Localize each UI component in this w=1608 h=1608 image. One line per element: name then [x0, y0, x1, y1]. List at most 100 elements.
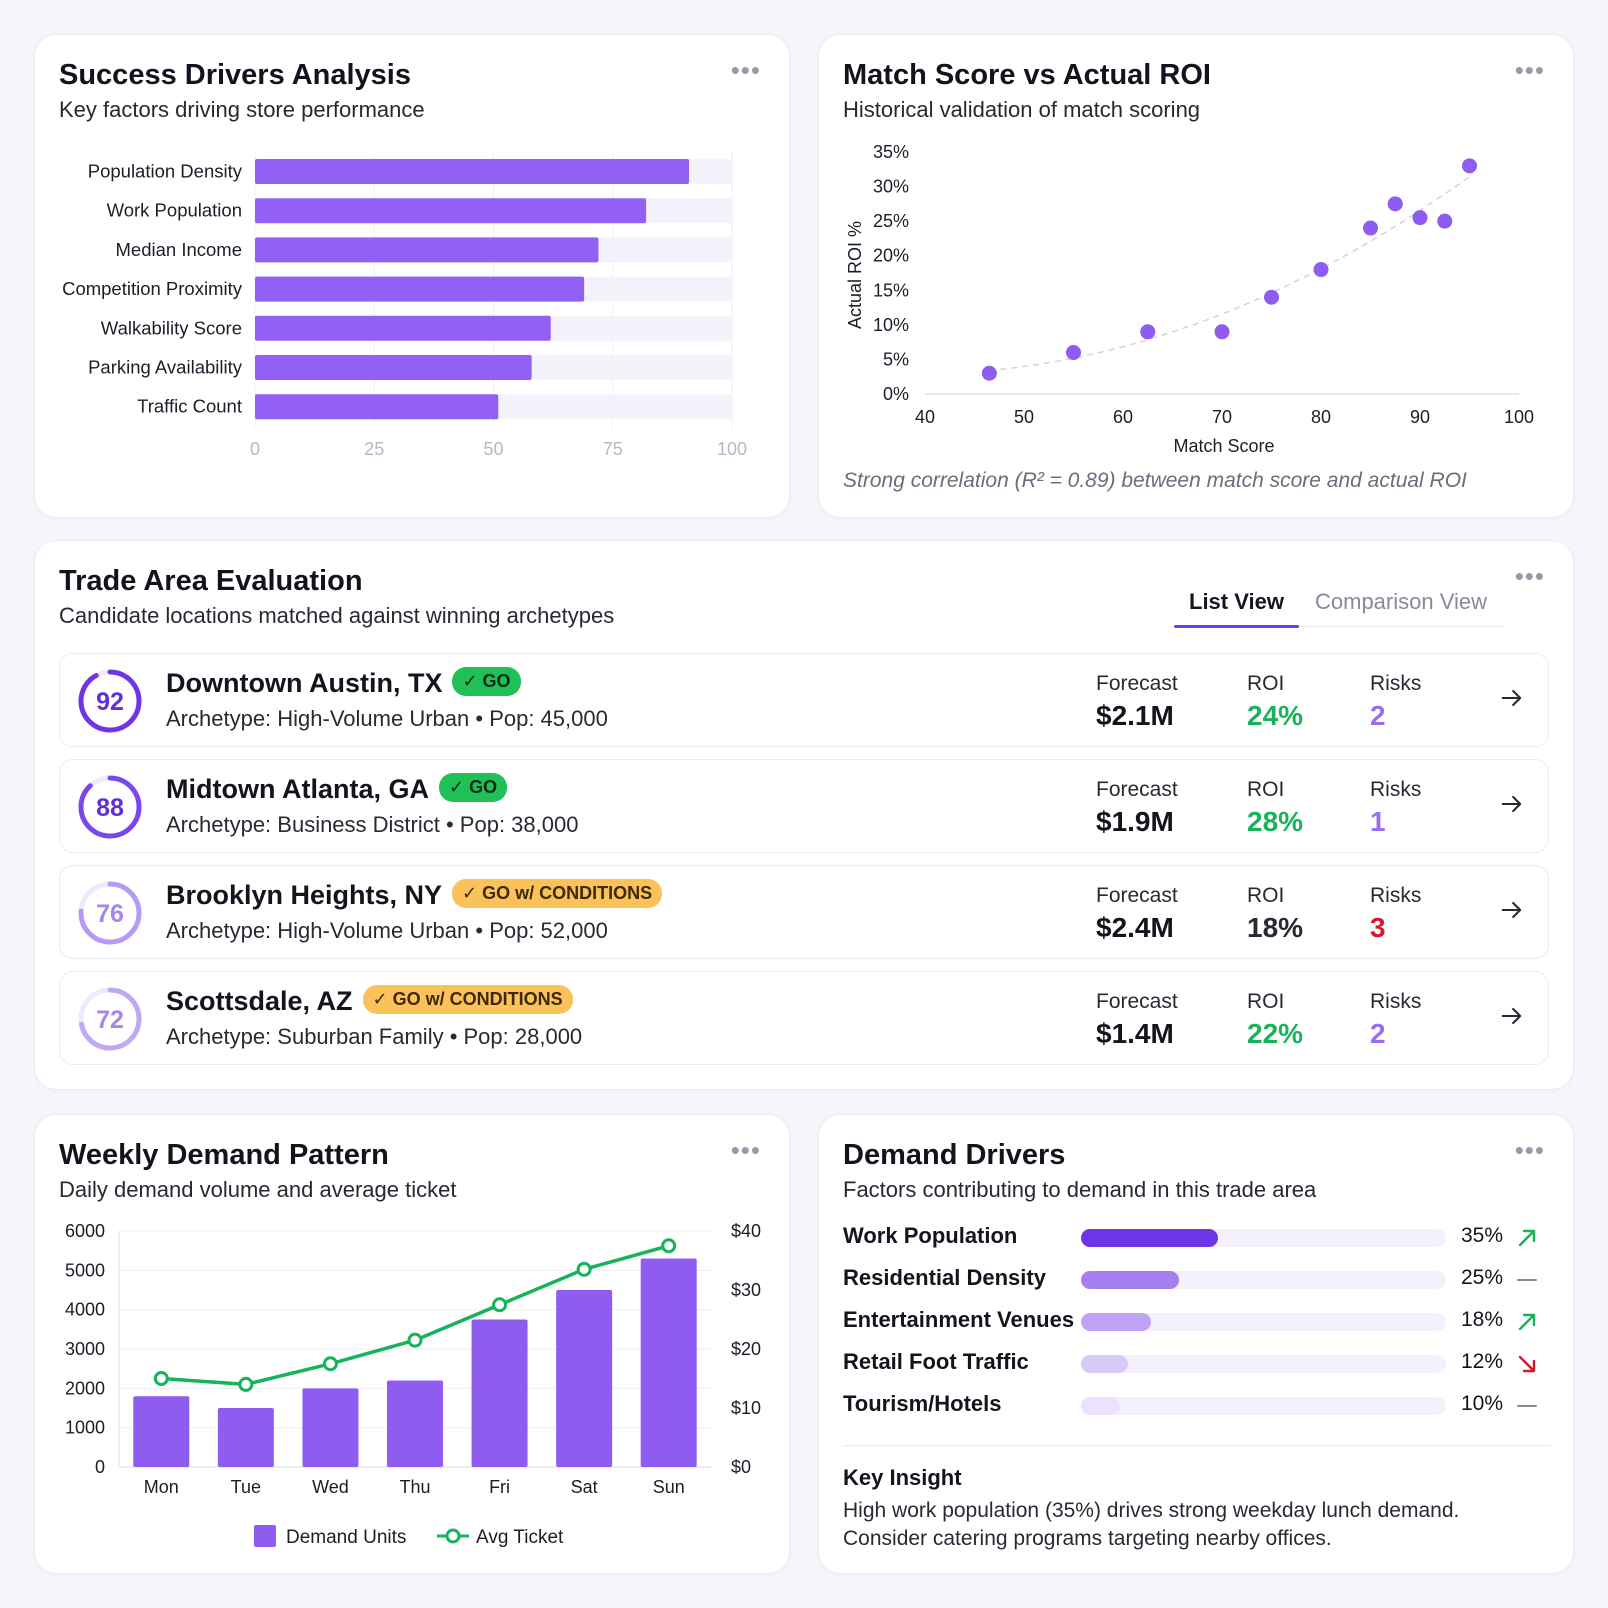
tab-comparison-view[interactable]: Comparison View [1315, 589, 1488, 614]
bar [255, 315, 551, 341]
forecast-value: $1.9M [1096, 806, 1174, 837]
x-tick-label: Fri [489, 1477, 510, 1497]
avg-ticket-point [153, 1371, 169, 1386]
y-left-tick-label: 1000 [65, 1418, 105, 1438]
driver-bar-fill [1081, 1313, 1152, 1331]
bar [255, 198, 647, 224]
arrow-right-icon[interactable] [1498, 896, 1526, 924]
location-row[interactable]: 72 Scottsdale, AZ ✓ GO w/ CONDITIONS Archet… [59, 971, 1549, 1065]
x-axis-label: Match Score [1173, 436, 1274, 456]
location-row[interactable]: 88 Midtown Atlanta, GA ✓ GO Archetype: Busi… [59, 759, 1549, 853]
card-subtitle: Factors contributing to demand in this t… [843, 1177, 1317, 1202]
driver-bar-track [1081, 1271, 1446, 1289]
x-tick-label: Thu [399, 1477, 430, 1497]
more-horizontal-icon[interactable]: ••• [1514, 1135, 1545, 1165]
driver-bar-fill [1081, 1229, 1218, 1247]
match-score-ring: 92 [78, 669, 142, 733]
scatter-point [1437, 213, 1453, 229]
arrow-right-icon[interactable] [1498, 1002, 1526, 1030]
card-subtitle: Daily demand volume and average ticket [59, 1177, 457, 1202]
forecast-value: $2.4M [1096, 912, 1174, 943]
roi-label: ROI [1247, 884, 1285, 907]
x-tick-label: 40 [915, 407, 935, 427]
y-tick-label: 20% [873, 246, 909, 266]
forecast-label: Forecast [1096, 884, 1178, 907]
trend-flat-icon [1517, 1279, 1537, 1281]
driver-bar-track [1081, 1229, 1446, 1247]
ring-progress [78, 775, 142, 839]
y-right-tick-label: $0 [731, 1457, 751, 1477]
x-tick-label: Sun [653, 1477, 685, 1497]
location-name-line: Downtown Austin, TX ✓ GO [166, 667, 521, 699]
match-score-ring: 76 [78, 881, 142, 945]
roi-value: 22% [1247, 1018, 1304, 1049]
x-tick-label: Mon [144, 1477, 179, 1497]
roi-label: ROI [1247, 778, 1285, 801]
x-tick-label: 50 [483, 439, 503, 459]
y-right-tick-label: $30 [731, 1280, 761, 1300]
scatter-point [1387, 196, 1403, 212]
arrow-right-icon[interactable] [1498, 684, 1526, 712]
card-title: Weekly Demand Pattern [59, 1139, 389, 1171]
y-tick-label: 35% [873, 142, 909, 162]
y-left-tick-label: 6000 [65, 1221, 105, 1241]
y-category-label: Walkability Score [101, 317, 242, 338]
y-tick-label: 25% [873, 211, 909, 231]
match-score-ring: 88 [78, 775, 142, 839]
y-category-label: Median Income [116, 239, 242, 260]
y-right-tick-label: $20 [731, 1339, 761, 1359]
key-insight-text-line-2: Consider catering programs targeting nea… [843, 1527, 1332, 1550]
x-tick-label: Tue [231, 1477, 261, 1497]
y-left-tick-label: 2000 [65, 1378, 105, 1398]
demand-bar [640, 1258, 697, 1467]
x-tick-label: 0 [250, 439, 260, 459]
driver-label: Tourism/Hotels [843, 1391, 1002, 1416]
x-tick-label: Sat [571, 1477, 598, 1497]
risks-value: 2 [1370, 700, 1386, 731]
location-meta: Archetype: High-Volume Urban • Pop: 45,0… [166, 706, 608, 731]
key-insight-text-line-1: High work population (35%) drives strong… [843, 1499, 1460, 1522]
location-row[interactable]: 76 Brooklyn Heights, NY ✓ GO w/ CONDITIONS… [59, 865, 1549, 959]
bar [255, 276, 585, 302]
forecast-value: $2.1M [1096, 700, 1174, 731]
ring-progress [78, 669, 142, 733]
tab-list-view[interactable]: List View [1189, 589, 1284, 614]
avg-ticket-point [322, 1356, 338, 1372]
risks-value: 3 [1370, 912, 1386, 943]
x-tick-label: 90 [1410, 407, 1430, 427]
legend-marker-avg-ticket [445, 1528, 461, 1544]
driver-label: Retail Foot Traffic [843, 1349, 1029, 1374]
match-score-ring: 72 [78, 987, 142, 1051]
location-name: Midtown Atlanta, GA [166, 774, 429, 804]
arrow-right-icon[interactable] [1498, 790, 1526, 818]
bar [255, 394, 499, 420]
ring-progress [78, 881, 142, 945]
y-axis-label: Actual ROI % [845, 221, 865, 329]
scatter-point [1313, 262, 1329, 278]
y-left-tick-label: 0 [95, 1457, 105, 1477]
location-name: Brooklyn Heights, NY [166, 880, 443, 910]
key-insight-title: Key Insight [843, 1465, 962, 1490]
driver-bar-track [1081, 1313, 1446, 1331]
scatter-point [981, 365, 997, 381]
avg-ticket-point [661, 1238, 677, 1254]
risks-label: Risks [1370, 778, 1422, 801]
status-badge: ✓ GO w/ CONDITIONS [452, 879, 663, 909]
y-tick-label: 15% [873, 280, 909, 300]
y-tick-label: 0% [883, 384, 909, 404]
y-left-tick-label: 5000 [65, 1260, 105, 1280]
scatter-point [1462, 158, 1477, 174]
driver-percent: 35% [1460, 1224, 1503, 1247]
scatter-point [1214, 324, 1230, 340]
divider [843, 1445, 1551, 1446]
card-title: Demand Drivers [843, 1139, 1066, 1171]
more-horizontal-icon[interactable]: ••• [1514, 561, 1545, 591]
driver-percent: 12% [1460, 1350, 1503, 1373]
avg-ticket-point [492, 1297, 508, 1313]
location-name: Scottsdale, AZ [166, 986, 353, 1016]
card-subtitle: Historical validation of match scoring [843, 97, 1201, 122]
demand-bar [387, 1380, 443, 1467]
scatter-point [1140, 324, 1156, 340]
x-tick-label: 80 [1311, 407, 1331, 427]
location-row[interactable]: 92 Downtown Austin, TX ✓ GO Archetype: High… [59, 653, 1549, 747]
